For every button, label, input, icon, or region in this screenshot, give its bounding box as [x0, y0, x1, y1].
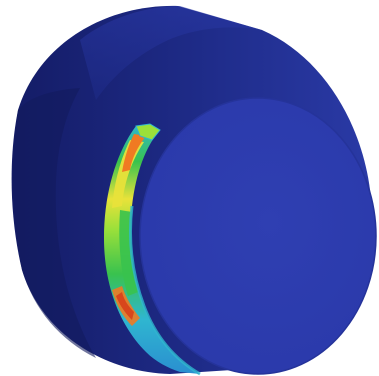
stress-contour-edge: [129, 205, 201, 376]
cylinder-top-rim: [80, 6, 262, 100]
stress-hot-zone-orange: [122, 134, 146, 172]
cylinder-end-face: [139, 97, 377, 375]
cylinder-left-shade: [13, 88, 96, 358]
stress-peak-lower: [116, 292, 134, 320]
band-notch: [135, 123, 161, 141]
stress-hot-zone-upper: [112, 140, 144, 208]
